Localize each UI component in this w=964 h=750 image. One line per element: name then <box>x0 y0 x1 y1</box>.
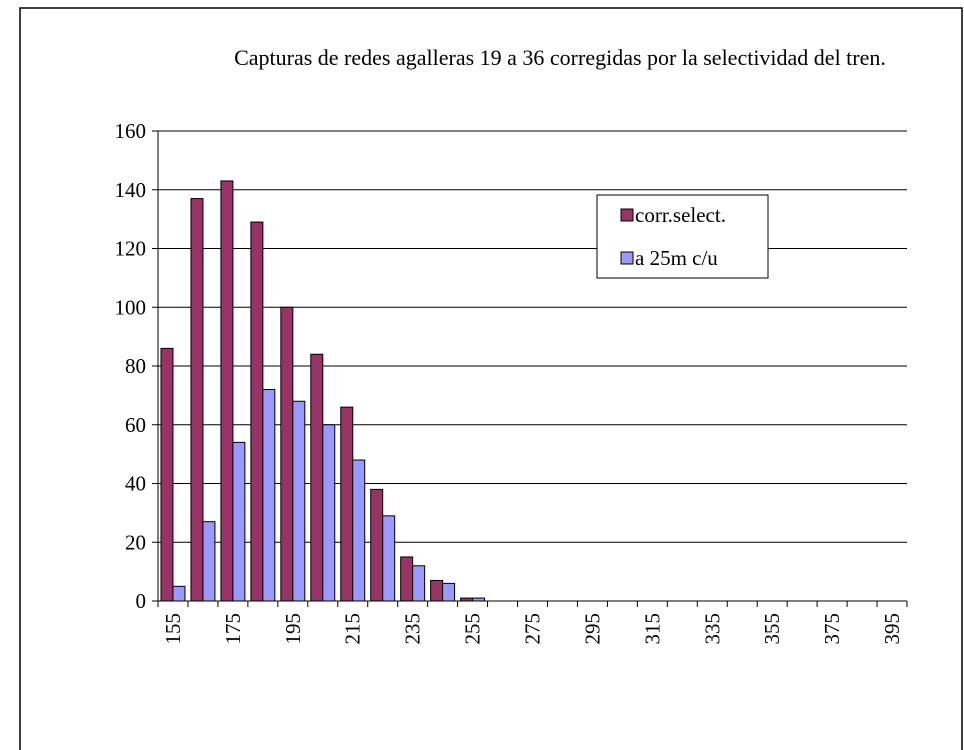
x-tick-label: 375 <box>820 613 844 645</box>
y-tick-label: 60 <box>125 413 146 437</box>
y-tick-label: 140 <box>115 178 147 202</box>
bar <box>472 597 486 602</box>
y-tick-label: 20 <box>125 530 146 554</box>
bar <box>250 221 264 602</box>
chart-border <box>19 7 963 750</box>
bar <box>460 597 474 602</box>
legend-swatch <box>620 208 634 222</box>
bar <box>400 556 414 602</box>
y-tick-label: 80 <box>125 354 146 378</box>
legend-swatch <box>620 251 634 265</box>
x-tick-label: 315 <box>640 613 664 645</box>
x-tick-label: 295 <box>580 613 604 645</box>
bar <box>370 488 384 602</box>
y-tick-label: 160 <box>115 119 147 143</box>
bar <box>262 389 276 602</box>
x-tick-label: 255 <box>461 613 485 645</box>
legend-label: corr.select. <box>635 203 726 227</box>
x-tick-label: 175 <box>221 613 245 645</box>
x-tick-label: 195 <box>281 613 305 645</box>
x-tick-label: 155 <box>161 613 185 645</box>
y-tick-label: 0 <box>136 589 147 613</box>
x-tick-label: 275 <box>521 613 545 645</box>
bar <box>322 424 336 602</box>
bar <box>310 353 324 602</box>
bar <box>412 565 426 602</box>
bar <box>202 521 216 602</box>
x-tick-label: 335 <box>700 613 724 645</box>
bar <box>280 306 294 602</box>
y-tick-label: 40 <box>125 472 146 496</box>
y-tick-label: 120 <box>115 237 147 261</box>
bar <box>190 198 204 602</box>
bar <box>220 180 234 602</box>
bar <box>382 515 396 602</box>
bar <box>292 400 306 602</box>
bar <box>172 585 186 602</box>
y-tick-label: 100 <box>115 295 147 319</box>
bar <box>352 459 366 602</box>
bar <box>442 582 456 602</box>
x-tick-label: 215 <box>341 613 365 645</box>
bar <box>232 441 246 602</box>
bar <box>430 579 444 602</box>
x-tick-label: 235 <box>401 613 425 645</box>
bar <box>340 406 354 602</box>
bar <box>160 347 174 602</box>
chart-title: Capturas de redes agalleras 19 a 36 corr… <box>234 45 886 70</box>
x-tick-label: 355 <box>760 613 784 645</box>
x-tick-label: 395 <box>880 613 904 645</box>
legend-label: a 25m c/u <box>635 246 718 270</box>
